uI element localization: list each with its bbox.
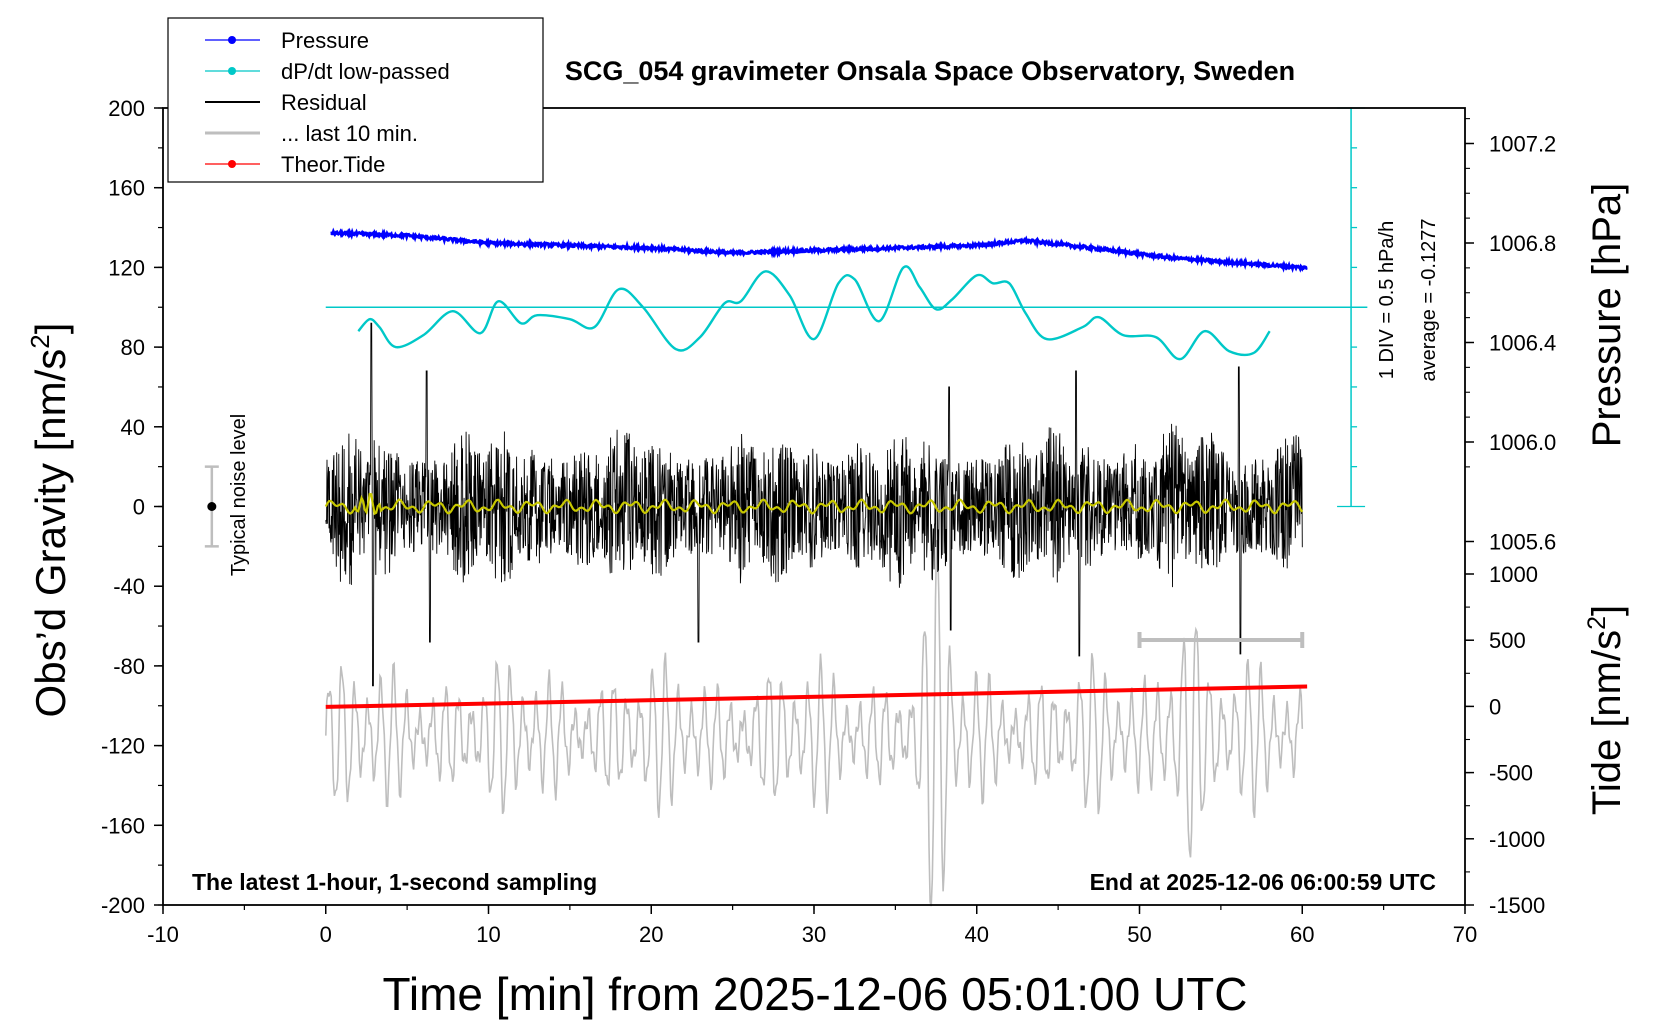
x-tick-label: 30 — [802, 922, 826, 947]
pressure-tick-label: 1006.8 — [1489, 231, 1556, 256]
x-axis-label: Time [min] from 2025-12-06 05:01:00 UTC — [383, 968, 1248, 1020]
x-tick-label: 50 — [1127, 922, 1151, 947]
y-tick-label: 0 — [133, 495, 145, 520]
legend-marker — [228, 160, 236, 168]
residual-mean-line — [324, 492, 1304, 516]
x-tick-label: 10 — [476, 922, 500, 947]
legend-label: dP/dt low-passed — [281, 59, 450, 84]
legend-label: Theor.Tide — [281, 152, 385, 177]
tide-axis-label: Tide [nm/s2] — [1583, 605, 1629, 815]
legend-label: Residual — [281, 90, 367, 115]
legend-label: Pressure — [281, 28, 369, 53]
y-tick-label: -200 — [101, 893, 145, 918]
pressure-tick-label: 1005.6 — [1489, 530, 1556, 555]
y-tick-label: -40 — [113, 574, 145, 599]
pressure-axis-label: Pressure [hPa] — [1585, 183, 1629, 448]
y-tick-label: 120 — [108, 255, 145, 280]
legend-box — [167, 17, 544, 183]
chart-title: SCG_054 gravimeter Onsala Space Observat… — [565, 56, 1295, 86]
axes-layer: -10 0 10 20 30 40 50 60 70 200 160 120 80 40 0 -40 -80 -1… — [101, 96, 1556, 947]
noise-bar-dot — [207, 502, 217, 511]
tide-tick-label: -500 — [1489, 761, 1533, 786]
y-tick-label: -160 — [101, 813, 145, 838]
x-tick-label: 60 — [1290, 922, 1314, 947]
series-pressure-line — [330, 227, 1308, 273]
pressure-scale-label-1: 1 DIV = 0.5 hPa/h — [1376, 221, 1398, 379]
legend-marker — [228, 67, 236, 75]
tide-tick-label: -1000 — [1489, 827, 1545, 852]
annotation-bottom-right: End at 2025-12-06 06:00:59 UTC — [1090, 869, 1436, 895]
x-tick-label: 20 — [639, 922, 663, 947]
tide-tick-label: 500 — [1489, 628, 1526, 653]
tide-tick-label: 1000 — [1489, 562, 1538, 587]
pressure-tick-label: 1006.0 — [1489, 430, 1556, 455]
y-tick-label: 200 — [108, 96, 145, 121]
y-tick-label: 40 — [121, 415, 145, 440]
tide-tick-label: 0 — [1489, 694, 1501, 719]
series-tide-line — [325, 684, 1308, 709]
y-tick-label: 160 — [108, 176, 145, 201]
x-tick-label: -10 — [147, 922, 179, 947]
y-tick-label: -80 — [113, 654, 145, 679]
series-last10-line — [325, 539, 1304, 907]
annotation-bottom-left: The latest 1-hour, 1-second sampling — [192, 869, 597, 895]
legend-marker — [228, 36, 236, 44]
pressure-tick-label: 1006.4 — [1489, 331, 1556, 356]
x-tick-label: 0 — [320, 922, 332, 947]
series-dpdt-line — [357, 265, 1271, 361]
y-tick-label: 80 — [121, 335, 145, 360]
pressure-scale-label-2: average = -0.1277 — [1418, 219, 1440, 382]
legend-label: ... last 10 min. — [281, 121, 418, 146]
plot-layer — [204, 107, 1368, 907]
tide-tick-label: -1500 — [1489, 893, 1545, 918]
legend: Pressure dP/dt low-passed Residual ... last… — [167, 17, 544, 183]
noise-level-label: Typical noise level — [228, 414, 250, 576]
x-tick-label: 70 — [1453, 922, 1477, 947]
y-tick-label: -120 — [101, 734, 145, 759]
x-tick-label: 40 — [965, 922, 989, 947]
y-axis-label: Obs’d Gravity [nm/s2] — [25, 323, 74, 718]
pressure-tick-label: 1007.2 — [1489, 132, 1556, 157]
